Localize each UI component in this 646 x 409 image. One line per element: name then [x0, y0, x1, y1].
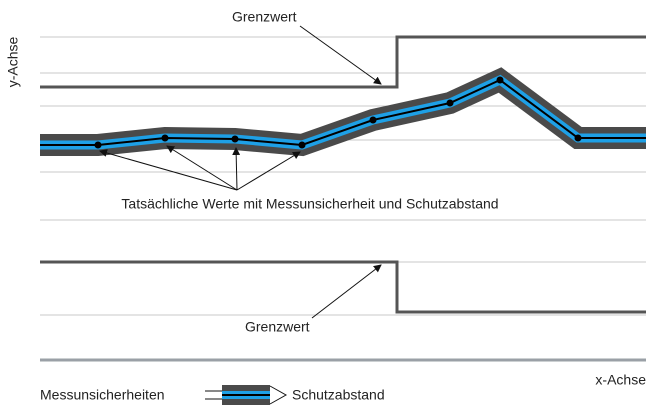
arrow	[311, 264, 382, 319]
values-label: Tatsächliche Werte mit Messunsicherheit …	[121, 196, 498, 212]
arrows	[99, 145, 301, 191]
upper-limit	[40, 35, 646, 89]
measured-band	[40, 67, 646, 157]
measured-points	[94, 76, 582, 149]
lower-limit	[40, 260, 646, 314]
arrow	[299, 25, 382, 85]
legend-margin: Schutzabstand	[292, 387, 385, 403]
y-axis-label: y-Achse	[5, 37, 21, 88]
legend: Messunsicherheiten Schutzabstand	[40, 385, 385, 405]
lower-limit-label: Grenzwert	[245, 319, 310, 335]
x-axis-label: x-Achse	[595, 372, 646, 388]
upper-limit-label: Grenzwert	[232, 9, 297, 25]
legend-uncertainty: Messunsicherheiten	[40, 387, 165, 403]
